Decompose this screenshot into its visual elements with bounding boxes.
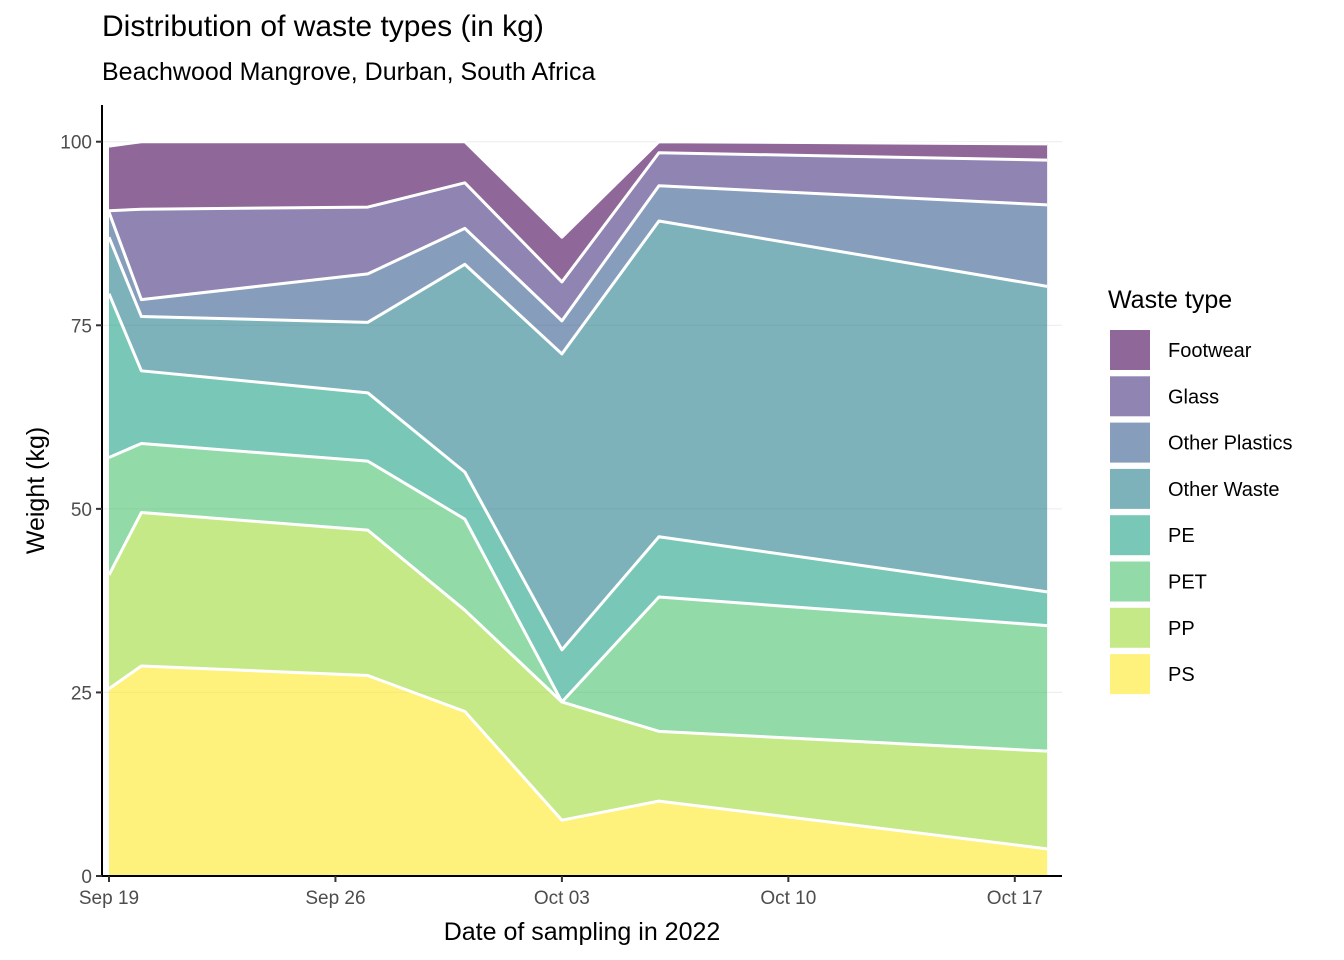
legend-label-other-waste: Other Waste (1168, 479, 1280, 501)
legend-swatch-glass (1110, 376, 1150, 417)
x-tick-label-oct-10: Oct 10 (760, 888, 816, 909)
legend-swatch-other-waste (1110, 468, 1150, 509)
boundary-ps (108, 664, 1048, 851)
boundary-pe (107, 293, 1048, 652)
legend: Waste type Footwear Glass Other Plastics Oth… (1108, 286, 1292, 695)
x-axis-title: Date of sampling in 2022 (444, 918, 721, 946)
legend-swatch-ps (1110, 654, 1150, 695)
legend-swatch-other-plastics (1110, 422, 1150, 463)
boundary-footwear (108, 140, 1048, 239)
area-other-waste (109, 221, 1048, 650)
legend-swatch-pe (1110, 515, 1150, 556)
legend-item-other-plastics: Other Plastics (1110, 422, 1292, 463)
legend-label-ps: PS (1168, 664, 1195, 686)
x-tick-label-sep-19: Sep 19 (79, 888, 139, 909)
boundary-pp (107, 511, 1048, 753)
chart-title: Distribution of waste types (in kg) (102, 10, 544, 43)
area-pe (109, 293, 1048, 702)
y-tick-label-50: 50 (71, 500, 92, 521)
boundary-pet (108, 442, 1048, 704)
area-footwear (109, 141, 1048, 282)
legend-label-glass: Glass (1168, 386, 1219, 408)
chart-subtitle: Beachwood Mangrove, Durban, South Africa (102, 58, 596, 86)
area-pet (109, 443, 1048, 752)
legend-swatch-footwear (1110, 330, 1150, 370)
legend-swatch-pet (1110, 561, 1150, 602)
legend-label-pp: PP (1168, 618, 1195, 640)
legend-label-pet: PET (1168, 572, 1207, 594)
area-other-plastics (109, 185, 1048, 354)
area-layers (109, 141, 1048, 876)
y-tick-label-75: 75 (71, 316, 92, 337)
legend-item-pe: PE (1110, 515, 1195, 556)
legend-item-pet: PET (1110, 561, 1207, 602)
x-tick-label-oct-03: Oct 03 (534, 888, 590, 909)
legend-swatch-pp (1110, 607, 1150, 648)
boundary-other-plastics (107, 184, 1048, 323)
area-pp (109, 512, 1048, 849)
y-axis-title: Weight (kg) (22, 427, 50, 554)
y-tick-label-0: 0 (81, 867, 92, 888)
x-tick-label-sep-26: Sep 26 (305, 888, 365, 909)
area-ps (109, 665, 1048, 876)
legend-item-glass: Glass (1110, 376, 1219, 417)
legend-label-pe: PE (1168, 525, 1195, 547)
y-tick-label-25: 25 (71, 683, 92, 704)
boundary-other-waste (107, 219, 1048, 356)
legend-item-pp: PP (1110, 607, 1195, 648)
legend-item-ps: PS (1110, 654, 1195, 695)
axes: 0 25 50 75 100 Sep 19 Sep 26 Oct 03 Oct 10 Oct 17… (22, 105, 1062, 946)
legend-item-other-waste: Other Waste (1110, 468, 1280, 509)
area-boundary-lines (107, 140, 1048, 851)
legend-label-footwear: Footwear (1168, 340, 1252, 362)
area-glass (109, 152, 1048, 321)
y-tick-label-100: 100 (60, 133, 92, 154)
x-tick-label-oct-17: Oct 17 (987, 888, 1043, 909)
legend-item-footwear: Footwear (1110, 330, 1252, 370)
boundary-glass (108, 151, 1048, 284)
legend-title: Waste type (1108, 286, 1232, 314)
legend-label-other-plastics: Other Plastics (1168, 433, 1292, 455)
